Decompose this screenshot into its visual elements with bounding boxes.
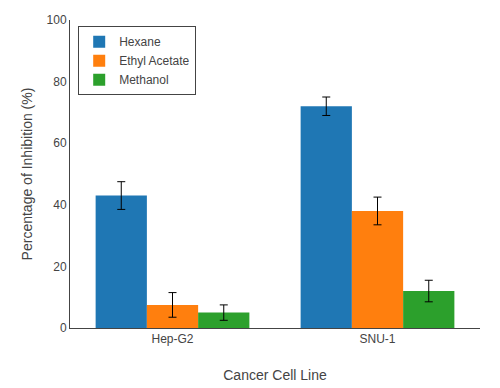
svg-text:Methanol: Methanol [119,73,168,87]
svg-text:Ethyl Acetate: Ethyl Acetate [119,54,189,68]
svg-text:SNU-1: SNU-1 [359,332,395,346]
svg-text:Hep-G2: Hep-G2 [151,332,193,346]
svg-text:Cancer Cell Line: Cancer Cell Line [223,367,327,383]
svg-text:60: 60 [53,136,67,150]
svg-text:20: 20 [53,260,67,274]
svg-text:0: 0 [60,321,67,335]
svg-text:80: 80 [53,75,67,89]
svg-text:40: 40 [53,198,67,212]
svg-text:100: 100 [47,13,67,27]
svg-text:Hexane: Hexane [119,35,161,49]
svg-text:Percentage of Inhibition (%): Percentage of Inhibition (%) [19,88,35,261]
